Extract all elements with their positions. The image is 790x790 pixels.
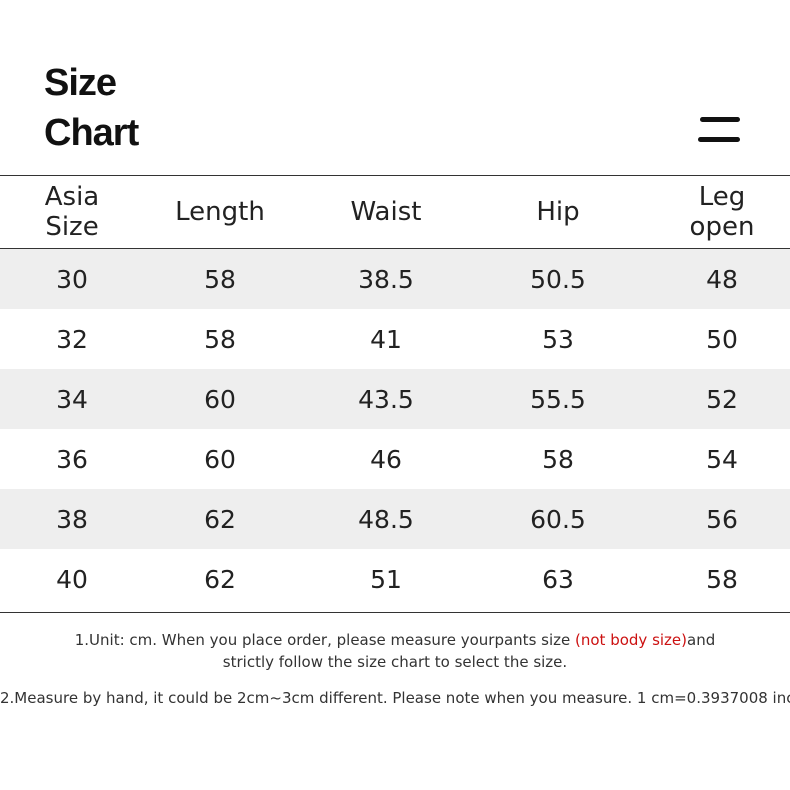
cell-length: 60 <box>204 384 236 414</box>
cell-waist: 38.5 <box>358 264 414 294</box>
cell-leg-open: 52 <box>706 384 738 414</box>
cell-hip: 60.5 <box>530 504 586 534</box>
cell-size: 38 <box>56 504 88 534</box>
cell-leg-open: 48 <box>706 264 738 294</box>
cell-waist: 46 <box>370 444 402 474</box>
header-asia-size-line1: Asia <box>44 182 100 212</box>
cell-hip: 63 <box>542 564 574 594</box>
cell-hip: 55.5 <box>530 384 586 414</box>
cell-waist: 48.5 <box>358 504 414 534</box>
cell-length: 58 <box>204 264 236 294</box>
cell-waist: 41 <box>370 324 402 354</box>
unit-note-highlight: (not body size) <box>575 631 688 649</box>
cell-length: 58 <box>204 324 236 354</box>
title-line-2: Chart <box>44 112 139 154</box>
menu-icon-bar-bottom <box>698 137 740 142</box>
unit-note-line2: strictly follow the size chart to select… <box>222 653 568 671</box>
table-body: 30 58 38.5 50.5 48 32 58 41 53 50 34 60 … <box>0 249 790 609</box>
table-row: 32 58 41 53 50 <box>0 309 790 369</box>
title-line-1: Size <box>44 62 117 104</box>
menu-icon-bar-top <box>700 117 740 122</box>
header-leg-open-line2: open <box>689 212 755 242</box>
table-row: 40 62 51 63 58 <box>0 549 790 609</box>
unit-note-text: 1.Unit: cm. When you place order, please… <box>74 631 576 649</box>
cell-hip: 50.5 <box>530 264 586 294</box>
header-hip: Hip <box>536 197 580 227</box>
table-row: 36 60 46 58 54 <box>0 429 790 489</box>
header-asia-size: Asia Size <box>22 176 122 248</box>
cell-size: 40 <box>56 564 88 594</box>
table-header-rule <box>0 248 790 249</box>
header-leg-open-line1: Leg <box>698 182 746 212</box>
cell-waist: 51 <box>370 564 402 594</box>
cell-length: 62 <box>204 504 236 534</box>
cell-waist: 43.5 <box>358 384 414 414</box>
table-header: Asia Size Length Waist Hip Leg open <box>0 176 790 248</box>
cell-hip: 58 <box>542 444 574 474</box>
cell-leg-open: 54 <box>706 444 738 474</box>
table-bottom-rule <box>0 612 790 613</box>
cell-leg-open: 56 <box>706 504 738 534</box>
cell-size: 34 <box>56 384 88 414</box>
header-waist: Waist <box>350 197 422 227</box>
measure-note: 2.Measure by hand, it could be 2cm~3cm d… <box>0 689 790 707</box>
table-row: 30 58 38.5 50.5 48 <box>0 249 790 309</box>
cell-size: 30 <box>56 264 88 294</box>
table-top-rule <box>0 175 790 176</box>
header-asia-size-line2: Size <box>45 212 99 242</box>
cell-length: 60 <box>204 444 236 474</box>
table-row: 34 60 43.5 55.5 52 <box>0 369 790 429</box>
table-row: 38 62 48.5 60.5 56 <box>0 489 790 549</box>
page-title: Size Chart <box>44 58 139 158</box>
cell-leg-open: 58 <box>706 564 738 594</box>
cell-leg-open: 50 <box>706 324 738 354</box>
cell-size: 36 <box>56 444 88 474</box>
unit-note-text-end: and <box>687 631 716 649</box>
cell-size: 32 <box>56 324 88 354</box>
header-leg-open: Leg open <box>672 176 772 248</box>
unit-note: 1.Unit: cm. When you place order, please… <box>0 629 790 673</box>
header-length: Length <box>175 197 265 227</box>
cell-hip: 53 <box>542 324 574 354</box>
cell-length: 62 <box>204 564 236 594</box>
menu-icon[interactable] <box>698 117 740 143</box>
